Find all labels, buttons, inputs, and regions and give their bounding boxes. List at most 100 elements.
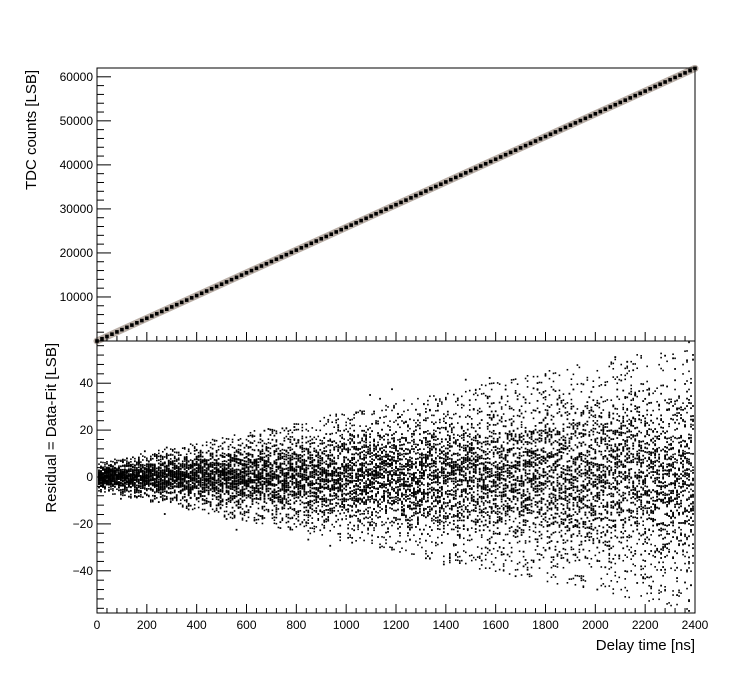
residual-point (173, 489, 176, 492)
residual-point (267, 477, 270, 480)
residual-point (341, 509, 344, 511)
residual-point (271, 502, 274, 505)
residual-point (331, 459, 334, 461)
residual-point (157, 482, 160, 485)
residual-point (297, 465, 300, 468)
residual-point (307, 452, 310, 455)
residual-point (177, 451, 180, 454)
residual-point (241, 474, 244, 476)
data-point (518, 146, 523, 150)
residual-point (293, 491, 296, 494)
data-point (174, 302, 179, 307)
residual-point (227, 485, 230, 488)
residual-point (285, 501, 288, 504)
residual-point (171, 448, 174, 451)
residual-point (183, 466, 186, 468)
residual-point (140, 491, 142, 494)
residual-point (199, 462, 202, 465)
residual-point (197, 481, 200, 484)
residual-point (259, 483, 262, 486)
residual-point (313, 499, 316, 501)
residual-point (351, 541, 354, 544)
residual-point (291, 456, 294, 458)
residual-point (239, 449, 242, 451)
residual-point (283, 439, 286, 442)
residual-point (175, 479, 178, 481)
residual-point (251, 463, 254, 466)
residual-point (335, 504, 338, 507)
residual-point (271, 430, 274, 433)
residual-point (325, 500, 328, 503)
residual-point (353, 514, 355, 517)
residual-point (151, 474, 154, 477)
residual-point (177, 473, 180, 476)
residual-point (138, 456, 140, 459)
residual-point (349, 487, 352, 489)
residual-point (179, 485, 182, 488)
residual-point (157, 475, 160, 478)
residual-point (325, 463, 328, 465)
residual-point (136, 474, 138, 476)
residual-point (132, 481, 134, 484)
residual-point (161, 476, 164, 478)
residual-point (104, 471, 106, 473)
residual-point (171, 471, 174, 473)
residual-point (283, 479, 286, 482)
residual-point (221, 485, 224, 488)
residual-point (299, 487, 302, 490)
residual-point (201, 498, 204, 500)
residual-point (303, 483, 306, 486)
residual-point (129, 465, 132, 468)
residual-point (247, 454, 250, 457)
residual-point (349, 467, 351, 469)
residual-point (128, 475, 130, 477)
residual-point (201, 481, 204, 484)
residual-point (329, 438, 332, 441)
residual-point (281, 519, 284, 522)
residual-point (169, 478, 172, 481)
residual-point (156, 481, 158, 483)
residual-point (341, 465, 344, 468)
residual-point (295, 445, 298, 448)
residual-point (333, 487, 336, 490)
residual-point (221, 483, 224, 485)
residual-point (191, 471, 194, 474)
residual-point (253, 487, 256, 489)
residual-point (227, 472, 230, 475)
residual-point (331, 421, 334, 424)
residual-point (311, 491, 314, 494)
residual-point (136, 491, 138, 494)
residual-point (227, 498, 230, 501)
residual-point (133, 483, 136, 485)
residual-point (199, 479, 202, 482)
residual-point (325, 476, 328, 478)
residual-point (209, 458, 212, 460)
data-point (110, 332, 114, 336)
residual-point (341, 443, 344, 445)
residual-point (112, 473, 114, 476)
residual-point (211, 484, 214, 486)
residual-point (102, 475, 104, 478)
residual-point (189, 477, 192, 480)
residual-point (357, 485, 360, 488)
data-point (449, 177, 453, 182)
residual-point (321, 480, 324, 483)
residual-point (247, 461, 250, 463)
residual-point (267, 484, 270, 486)
residual-point (249, 442, 252, 444)
residual-point (203, 483, 206, 486)
residual-point (110, 473, 112, 476)
residual-point (213, 478, 216, 480)
residual-point (361, 466, 364, 469)
residual-point (231, 495, 234, 498)
residual-point (227, 459, 230, 461)
residual-point (102, 472, 104, 474)
residual-point (309, 476, 312, 478)
residual-point (277, 479, 280, 482)
residual-point (100, 479, 102, 482)
residual-point (309, 461, 312, 464)
residual-point (309, 507, 312, 510)
residual-point (305, 506, 308, 509)
residual-point (133, 460, 136, 463)
residual-point (309, 490, 312, 493)
